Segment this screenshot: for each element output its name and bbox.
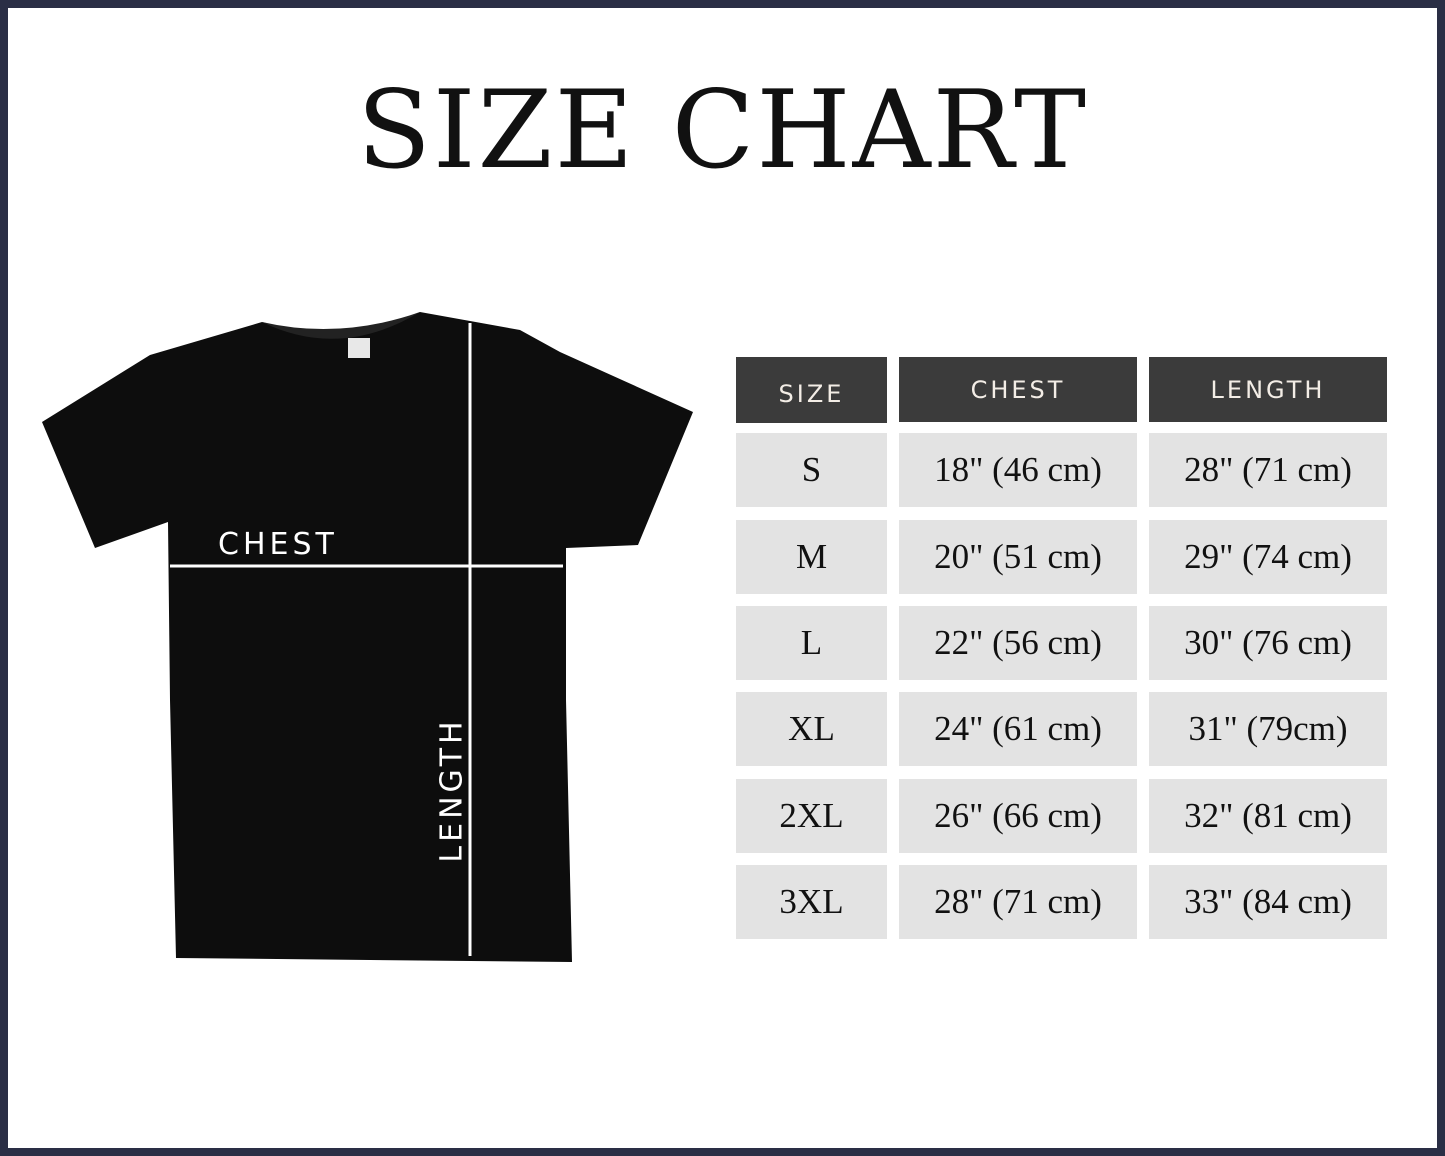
cell-length: 31" (79cm) [1149,692,1387,766]
cell-size: XL [736,692,887,766]
cell-size: 2XL [736,779,887,853]
length-label: LENGTH [434,717,470,863]
cell-size: S [736,433,887,507]
cell-chest: 28" (71 cm) [899,865,1137,939]
cell-size: L [736,606,887,680]
tshirt-collar [262,312,420,339]
cell-chest: 22" (56 cm) [899,606,1137,680]
cell-length: 32" (81 cm) [1149,779,1387,853]
chest-label: CHEST [218,527,338,562]
cell-chest: 20" (51 cm) [899,520,1137,594]
cell-chest: 26" (66 cm) [899,779,1137,853]
cell-length: 30" (76 cm) [1149,606,1387,680]
header-size: SIZE [736,357,887,423]
cell-length: 28" (71 cm) [1149,433,1387,507]
cell-size: 3XL [736,865,887,939]
tshirt-tag [348,338,370,358]
cell-chest: 24" (61 cm) [899,692,1137,766]
cell-size: M [736,520,887,594]
tshirt-shape [42,312,693,962]
cell-length: 29" (74 cm) [1149,520,1387,594]
cell-chest: 18" (46 cm) [899,433,1137,507]
header-chest: CHEST [899,357,1137,422]
page-title: SIZE CHART [356,68,1089,193]
cell-length: 33" (84 cm) [1149,865,1387,939]
header-length: LENGTH [1149,357,1387,422]
